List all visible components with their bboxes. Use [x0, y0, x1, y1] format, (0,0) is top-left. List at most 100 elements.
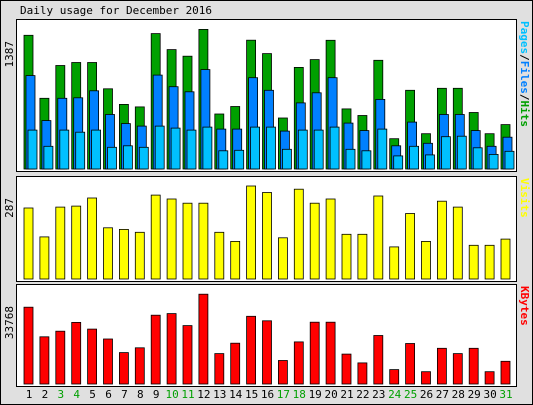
bar-pages — [377, 128, 388, 170]
bar-visits — [55, 206, 66, 280]
panel-visits: 287 Visits — [3, 176, 531, 282]
bar-visits — [405, 213, 416, 280]
day-label: 1 — [26, 388, 33, 401]
bar-pages — [409, 145, 420, 170]
bar-pages — [107, 146, 117, 170]
bar-kbytes — [166, 313, 177, 385]
day-label: 29 — [468, 388, 481, 401]
bar-pages — [472, 147, 483, 170]
bar-kbytes — [484, 371, 495, 385]
bar-pages — [218, 150, 229, 170]
bar-pages — [266, 126, 276, 170]
bar-kbytes — [452, 353, 463, 385]
bar-kbytes — [55, 330, 66, 385]
bar-visits — [134, 231, 145, 280]
bar-pages — [297, 129, 308, 170]
bar-visits — [87, 197, 97, 280]
bar-visits — [262, 192, 272, 280]
bar-kbytes — [246, 315, 257, 385]
bar-kbytes — [23, 306, 34, 385]
legend-entry: / — [518, 54, 531, 61]
bar-kbytes — [71, 321, 82, 385]
bar-pages — [75, 131, 86, 170]
bar-kbytes — [468, 347, 479, 385]
series-visits — [23, 185, 511, 280]
bar-pages — [59, 129, 70, 170]
bar-visits — [309, 202, 320, 280]
day-label: 9 — [153, 388, 160, 401]
bar-kbytes — [436, 347, 447, 385]
day-axis-labels: 1 2 3 4 5 6 7 8 9 10 11 12 13 14 15 16 17 18 19 20 21 22 23 24 2… — [26, 388, 513, 401]
bar-visits — [39, 236, 50, 280]
bar-visits — [150, 194, 161, 280]
bar-visits — [182, 202, 193, 280]
bar-kbytes — [262, 320, 272, 385]
bar-pages — [27, 129, 38, 170]
bar-pages — [234, 149, 245, 170]
bar-kbytes — [341, 353, 352, 385]
bar-kbytes — [293, 341, 304, 385]
bar-visits — [166, 198, 177, 280]
bar-visits — [119, 228, 129, 280]
bar-visits — [246, 185, 257, 280]
bar-kbytes — [150, 314, 161, 385]
bar-visits — [230, 240, 241, 280]
bar-visits — [293, 188, 304, 280]
bar-visits — [357, 233, 368, 280]
bar-visits — [103, 227, 113, 280]
bar-pages — [425, 154, 435, 170]
day-label: 24 — [388, 388, 402, 401]
day-label: 16 — [261, 388, 274, 401]
legend-entry: Visits — [518, 178, 531, 218]
bar-pages — [43, 145, 54, 170]
bar-kbytes — [198, 293, 209, 385]
legend-entry: Files — [518, 61, 531, 94]
bar-kbytes — [39, 336, 50, 385]
bar-kbytes — [230, 342, 241, 385]
bar-kbytes — [277, 360, 288, 385]
bar-visits — [484, 244, 495, 280]
bar-visits — [277, 237, 288, 280]
bar-visits — [341, 233, 352, 280]
bar-visits — [389, 246, 400, 280]
bar-kbytes — [357, 362, 368, 385]
bar-pages — [202, 126, 213, 170]
bar-pages — [170, 127, 181, 170]
bar-pages — [154, 125, 165, 170]
panel-kbytes: 33768 KBytes — [3, 284, 531, 387]
legend-entry: Pages — [518, 21, 531, 54]
panel-legend: KBytes — [518, 286, 531, 326]
bar-kbytes — [119, 352, 129, 385]
day-label: 3 — [57, 388, 64, 401]
bar-visits — [198, 202, 209, 280]
bar-visits — [23, 207, 34, 280]
day-label: 13 — [213, 388, 226, 401]
bar-kbytes — [373, 335, 384, 385]
legend-entry: KBytes — [518, 286, 531, 326]
bar-kbytes — [103, 338, 113, 385]
bar-visits — [468, 244, 479, 280]
day-label: 17 — [277, 388, 290, 401]
bar-kbytes — [500, 360, 511, 385]
panel-max-label: 287 — [3, 198, 16, 218]
day-label: 5 — [89, 388, 96, 401]
panel-legend: Pages/Files/Hits — [518, 21, 531, 127]
day-label: 27 — [436, 388, 449, 401]
legend-entry: / — [518, 94, 531, 101]
bar-pages — [440, 136, 451, 170]
panel-hits-files-pages: 1387 Pages/Files/Hits — [3, 19, 531, 172]
series-kbytes — [23, 293, 511, 385]
day-label: 11 — [181, 388, 194, 401]
day-label: 20 — [324, 388, 337, 401]
day-label: 2 — [42, 388, 49, 401]
bar-kbytes — [214, 353, 225, 385]
panel-max-label: 1387 — [3, 41, 16, 68]
bar-pages — [456, 135, 467, 170]
bar-visits — [421, 240, 431, 280]
bar-pages — [361, 150, 372, 170]
bar-kbytes — [405, 343, 416, 385]
day-label: 14 — [229, 388, 243, 401]
bar-pages — [329, 126, 340, 170]
day-label: 28 — [452, 388, 465, 401]
